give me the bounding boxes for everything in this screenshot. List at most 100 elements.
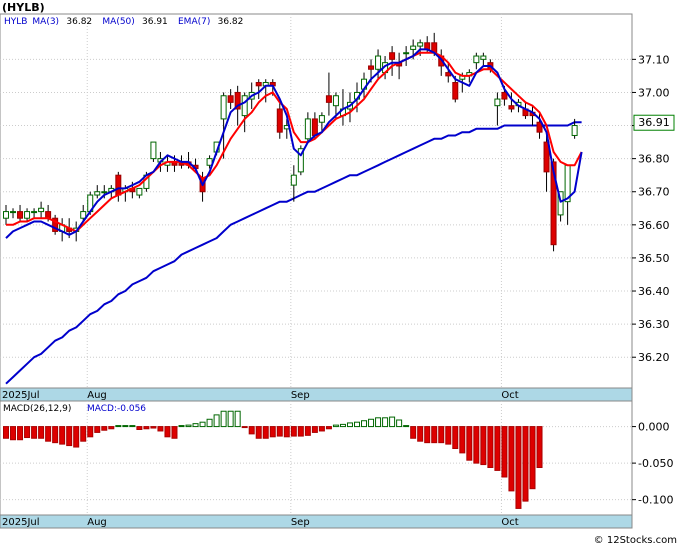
- macd-bar: [178, 425, 185, 428]
- macd-bar: [129, 425, 136, 428]
- candle-body: [297, 148, 304, 173]
- macd-bar: [459, 426, 466, 454]
- legend-label: MA(50): [102, 17, 134, 27]
- x-tick-label-macd: 2025Jul: [2, 517, 40, 528]
- candle-body: [480, 55, 487, 60]
- macd-bar: [375, 417, 382, 428]
- x-tick-label: Oct: [501, 390, 518, 401]
- macd-y-axis: 0.000 -0.050 -0.100: [632, 421, 673, 507]
- candle-body: [234, 91, 241, 110]
- macd-bar: [213, 414, 220, 428]
- x-tick-label: Sep: [291, 390, 310, 401]
- candle-body: [241, 95, 248, 117]
- macd-bar: [164, 426, 171, 438]
- macd-bar: [501, 426, 508, 478]
- macd-bar: [417, 426, 424, 442]
- candle-body: [452, 82, 459, 100]
- candle-body: [417, 42, 424, 47]
- macd-bar: [227, 410, 234, 428]
- macd-bar: [396, 419, 403, 428]
- candle-body: [3, 211, 9, 219]
- candle-body: [557, 191, 564, 216]
- ma3-line: [5, 48, 583, 239]
- macd-bar: [73, 426, 80, 448]
- macd-bar: [262, 426, 269, 439]
- macd-bar: [59, 426, 66, 445]
- macd-bar: [66, 426, 73, 447]
- legend-label: EMA(7): [178, 17, 210, 27]
- macd-bar: [192, 423, 199, 428]
- candle-body: [304, 118, 311, 140]
- price-tick-label: 36.40: [638, 285, 670, 298]
- candle-body: [220, 95, 227, 120]
- macd-bar: [318, 426, 325, 432]
- macd-bar: [515, 426, 522, 509]
- price-tick-label: 36.30: [638, 318, 670, 331]
- candle-body: [150, 141, 157, 160]
- macd-bar: [304, 426, 311, 436]
- macd-bar: [115, 425, 122, 428]
- macd-date-strip: [0, 514, 633, 529]
- candle-body: [543, 141, 550, 173]
- candle-body: [10, 211, 17, 214]
- macd-bar: [354, 421, 360, 428]
- macd-bar: [87, 426, 94, 438]
- candle-body: [290, 174, 297, 186]
- ema7-path: [6, 51, 583, 233]
- macd-bar: [206, 418, 213, 428]
- macd-bar: [290, 426, 297, 437]
- legend-value: 36.82: [66, 17, 92, 27]
- legend-label: HYLB: [4, 17, 27, 27]
- macd-bar: [220, 410, 227, 428]
- candle-body: [255, 82, 262, 87]
- x-tick-label-macd: Aug: [87, 517, 107, 528]
- macd-bar: [199, 421, 206, 428]
- price-tick-label: 36.50: [638, 252, 670, 265]
- macd-value-label: MACD:-0.056: [87, 404, 146, 414]
- macd-bar: [255, 426, 262, 439]
- price-tick-label: 37.10: [638, 53, 670, 66]
- last-price-label: 36.91: [638, 116, 670, 129]
- watermark: © 12Stocks.com: [594, 535, 677, 546]
- price-legend: HYLB MA(3) 36.82 MA(50) 36.91 EMA(7) 36.82: [4, 17, 243, 27]
- price-panel: [0, 13, 633, 389]
- candle-body: [473, 55, 480, 64]
- macd-bar: [431, 426, 438, 444]
- macd-bar: [382, 417, 389, 428]
- macd-bar: [143, 426, 150, 430]
- macd-bar: [346, 422, 353, 428]
- macd-tick-label: 0.000: [638, 421, 670, 434]
- candle-body: [24, 211, 31, 219]
- chart-title: (HYLB): [2, 1, 45, 14]
- macd-tick-label: -0.100: [638, 494, 673, 507]
- macd-tick-label: -0.050: [638, 457, 673, 470]
- candle-body: [52, 217, 59, 232]
- macd-bar: [234, 410, 241, 428]
- last-price-box: [633, 114, 675, 131]
- macd-bar: [122, 425, 129, 428]
- macd-bar: [480, 426, 487, 466]
- candle-body: [318, 115, 325, 123]
- macd-bar: [185, 424, 192, 428]
- candle-body: [403, 52, 410, 55]
- macd-bar: [31, 426, 38, 439]
- macd-bar: [487, 426, 494, 469]
- macd-bar: [276, 426, 283, 437]
- candle-body: [136, 187, 143, 196]
- macd-bar: [339, 423, 346, 428]
- candle-body: [571, 125, 578, 136]
- macd-bar: [529, 426, 536, 490]
- candle-body: [227, 95, 234, 103]
- macd-bar: [269, 426, 276, 438]
- candle-body: [17, 211, 24, 219]
- macd-bar: [157, 426, 164, 432]
- price-y-axis: 37.1037.0036.9036.8036.7036.6036.5036.40…: [632, 53, 670, 364]
- price-tick-label: 36.80: [638, 153, 670, 166]
- macd-bar: [494, 426, 501, 471]
- price-tick-label: 36.60: [638, 219, 670, 232]
- x-tick-label-macd: Sep: [291, 517, 310, 528]
- macd-label: MACD(26,12,9): [3, 404, 71, 414]
- candle-body: [31, 211, 38, 214]
- candle-body: [501, 91, 508, 100]
- macd-bar: [108, 426, 115, 430]
